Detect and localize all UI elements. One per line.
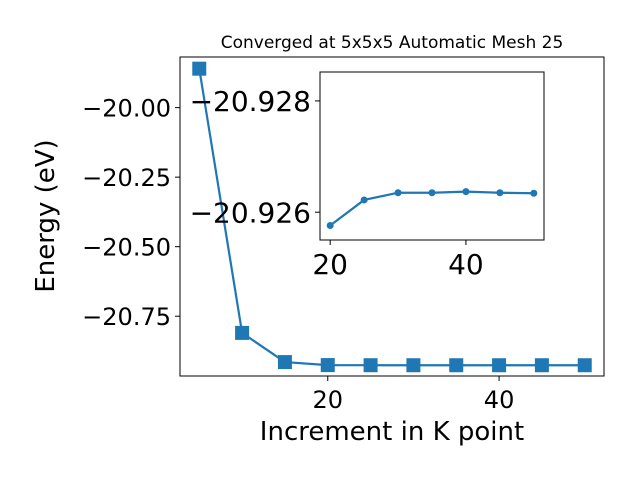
inset-x-ticks: 20 40 bbox=[312, 240, 484, 281]
inset-data-point bbox=[462, 188, 470, 196]
inset-chart: 20 40 −20.926−20.928 bbox=[190, 71, 545, 281]
inset-plot-frame bbox=[319, 71, 545, 241]
main-chart-title: Converged at 5x5x5 Automatic Mesh 25 bbox=[221, 33, 564, 53]
inset-data-point bbox=[428, 189, 436, 197]
inset-data-point bbox=[394, 189, 402, 197]
main-series-line bbox=[198, 68, 585, 367]
inset-series bbox=[326, 188, 538, 230]
main-y-tick-label: −20.75 bbox=[82, 303, 171, 331]
inset-data-point bbox=[496, 189, 504, 197]
inset-data-point bbox=[530, 189, 538, 197]
main-data-point bbox=[577, 358, 592, 373]
main-y-axis-label: Energy (eV) bbox=[31, 139, 61, 292]
inset-y-ticks: −20.926 −20.928 bbox=[190, 85, 320, 229]
main-data-point bbox=[235, 325, 250, 340]
inset-data-point bbox=[360, 196, 368, 204]
main-series bbox=[192, 61, 592, 373]
main-plot-frame bbox=[179, 56, 605, 377]
inset-x-tick-label: 20 bbox=[312, 248, 348, 281]
main-x-tick-label: 20 bbox=[312, 386, 343, 414]
main-data-point bbox=[492, 358, 507, 373]
main-x-axis-label: Increment in K point bbox=[260, 417, 524, 447]
main-y-ticks: −20.00 −20.25 −20.50 −20.75 bbox=[82, 94, 180, 331]
main-y-tick-label: −20.00 bbox=[82, 94, 171, 122]
main-data-point bbox=[406, 358, 421, 373]
inset-data-point bbox=[326, 222, 334, 230]
main-data-point bbox=[192, 61, 207, 76]
main-y-tick-label: −20.50 bbox=[82, 233, 171, 261]
inset-x-tick-label: 40 bbox=[448, 248, 484, 281]
inset-y-tick-label: −20.928 bbox=[190, 85, 311, 118]
inset-plot-background bbox=[320, 72, 544, 240]
main-x-tick-label: 40 bbox=[484, 386, 515, 414]
main-data-point bbox=[363, 358, 378, 373]
main-data-point bbox=[534, 358, 549, 373]
main-data-point bbox=[449, 358, 464, 373]
inset-y-tick-label: −20.926 bbox=[190, 196, 311, 229]
main-chart: Converged at 5x5x5 Automatic Mesh 25 20 4… bbox=[31, 33, 605, 447]
main-x-ticks: 20 40 bbox=[312, 376, 514, 414]
main-y-tick-label: −20.25 bbox=[82, 164, 171, 192]
main-data-point bbox=[277, 355, 292, 370]
main-data-point bbox=[320, 358, 335, 373]
